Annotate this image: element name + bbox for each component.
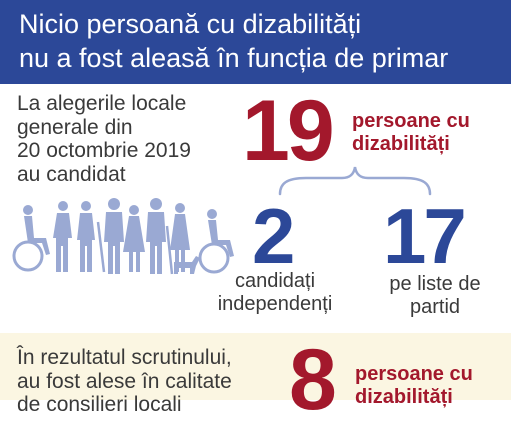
intro-line: generale din (17, 115, 133, 139)
intro-line: au candidat (17, 162, 126, 186)
intro-line: La alegerile locale (17, 92, 187, 115)
party-label: pe liste de partid (365, 273, 505, 319)
result-label-line1: persoane cu (355, 363, 473, 385)
result-line: au fost alese în calitate (17, 369, 232, 393)
total-label-line1: persoane cu (352, 110, 470, 132)
independent-label: candidați independenți (200, 270, 350, 316)
party-label-line2: partid (409, 296, 461, 318)
result-band (0, 333, 511, 400)
header-title-line2: nu a fost aleasă în funcția de primar (19, 43, 449, 73)
intro-line: 20 octombrie 2019 (17, 139, 191, 162)
result-number: 8 (289, 332, 337, 428)
total-label: persoane cu dizabilități (352, 110, 470, 156)
independent-label-line1: candidați (234, 270, 316, 292)
header-title-line1: Nicio persoană cu dizabilități (19, 9, 362, 39)
intro-text: La alegerile locale generale din 20 octo… (17, 92, 247, 186)
independent-label-line2: independenți (217, 293, 333, 315)
result-line: În rezultatul scrutinului, (17, 346, 232, 369)
header-banner: Nicio persoană cu dizabilități nu a fost… (0, 0, 511, 84)
curly-brace-icon (278, 166, 432, 196)
result-label-line2: dizabilități (355, 386, 453, 408)
party-label-line1: pe liste de (389, 273, 481, 295)
result-text: În rezultatul scrutinului, au fost alese… (17, 346, 282, 417)
result-line: de consilieri locali (17, 393, 182, 416)
total-label-line2: dizabilități (352, 133, 450, 155)
total-number: 19 (242, 83, 335, 179)
independent-number: 2 (252, 192, 296, 280)
result-label: persoane cu dizabilități (355, 363, 473, 409)
people-with-disabilities-icon (12, 198, 234, 275)
party-number: 17 (383, 192, 467, 280)
